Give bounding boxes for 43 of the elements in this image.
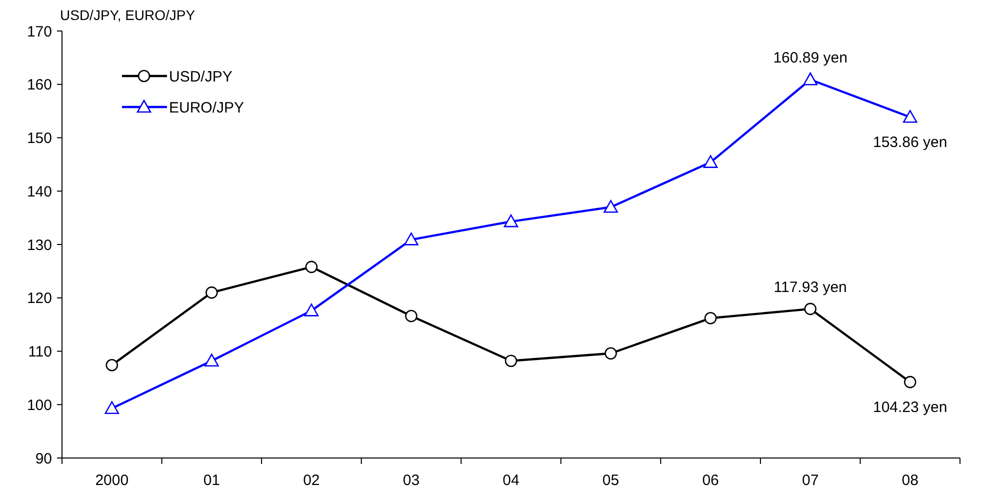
point [104,401,120,414]
y-tick-label: 120 [26,290,52,308]
y-tick-label: 140 [26,183,52,200]
point [604,347,617,360]
y-tick-label: 100 [26,396,52,414]
y-axis-title: USD/JPY, EURO/JPY [60,7,196,23]
legend-label: USD/JPY [169,68,232,86]
x-tick-label: 03 [402,472,420,489]
point [204,354,219,367]
data-label: 117.93 yen [774,278,847,296]
point [804,302,816,316]
data-label: 104.23 yen [872,399,948,416]
y-tick-label: 160 [26,76,52,94]
data-label: 153.86 yen [872,134,948,152]
point [704,312,717,324]
point [504,214,518,228]
data-label: 160.89 yen [773,50,848,67]
point [405,310,418,322]
x-tick-label: 02 [303,472,320,489]
y-tick-label: 130 [26,236,52,254]
x-tick-label: 06 [702,472,719,489]
point [304,304,319,316]
point [803,72,818,86]
y-tick-label: 90 [35,450,52,468]
y-tick-label: 110 [28,344,52,360]
y-tick-label: 170 [26,23,52,40]
y-tick-label: 150 [26,130,52,147]
x-tick-label: 2000 [95,472,129,489]
point [604,200,618,213]
x-tick-label: 04 [502,472,520,489]
x-tick-label: 01 [203,472,220,489]
x-tick-label: 05 [602,472,620,489]
legend-label: EURO/JPY [169,99,244,116]
point [404,232,418,246]
point [504,354,518,368]
x-tick-label: 08 [902,472,918,489]
point [106,358,118,372]
x-tick-label: 07 [802,472,819,489]
point [305,260,318,274]
point [206,286,218,299]
point [703,155,718,168]
point [902,110,918,123]
point [904,376,916,388]
